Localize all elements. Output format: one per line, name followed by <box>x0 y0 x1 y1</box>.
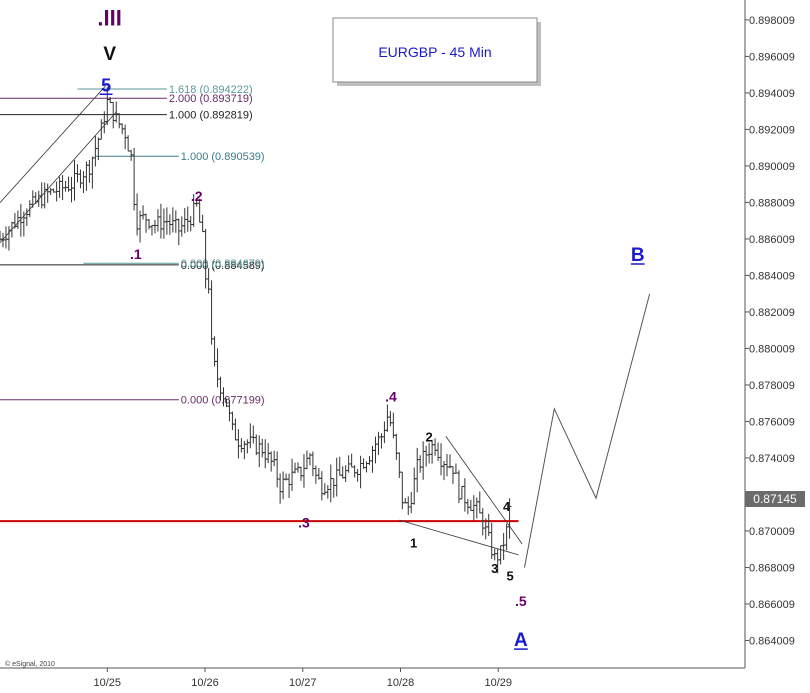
wave-label: .4 <box>385 389 397 405</box>
fibonacci-levels: 1.618 (0.894222)2.000 (0.893719) 1.000 (0… <box>0 84 265 407</box>
channel-line <box>0 83 108 203</box>
y-tick-label: 0.894009 <box>749 88 795 100</box>
fib-label: 0.000 (0.884589) <box>181 260 265 272</box>
current-price-label: 0.87145 <box>753 492 797 506</box>
chart-title: EURGBP - 45 Min <box>378 44 491 60</box>
wave-label: 3 <box>491 561 498 576</box>
wave-label: 5 <box>507 568 514 583</box>
y-tick-label: 0.880009 <box>749 343 795 355</box>
x-tick-label: 10/28 <box>387 677 415 689</box>
y-tick-label: 0.898009 <box>749 15 795 27</box>
y-tick-label: 0.886009 <box>749 234 795 246</box>
fib-label: 1.618 (0.894222) <box>169 84 253 96</box>
channel-line <box>0 111 118 244</box>
wave-label: .3 <box>298 514 310 530</box>
wave-label: 2 <box>426 430 433 445</box>
x-axis: 10/25 10/26 10/27 10/28 10/29 <box>94 668 512 689</box>
x-tick-label: 10/29 <box>484 677 512 689</box>
fib-label: 0.000 (0.877199) <box>181 395 265 407</box>
y-tick-label: 0.868009 <box>749 562 795 574</box>
y-tick-label: 0.888009 <box>749 197 795 209</box>
wave-label: 4 <box>503 499 511 514</box>
wave-label: 5 <box>101 75 111 95</box>
channel-line <box>399 519 519 556</box>
projection-path <box>523 293 651 568</box>
y-tick-label: 0.878009 <box>749 380 795 392</box>
wave-label: .2 <box>191 188 203 204</box>
title-box-frame <box>332 17 538 83</box>
fib-label: 2.000 (0.893719) <box>169 93 253 105</box>
x-tick-label: 10/27 <box>289 677 317 689</box>
copyright-text: © eSignal, 2010 <box>5 660 55 668</box>
wave-label: B <box>631 245 645 266</box>
fib-label: 1.000 (0.890539) <box>181 151 265 163</box>
fib-label: 1.000 (0.892819) <box>169 110 253 122</box>
fib-label: 0.000 (0.884679) <box>181 258 265 270</box>
x-tick-label: 10/25 <box>94 677 122 689</box>
y-tick-label: 0.864009 <box>749 635 795 647</box>
current-price-badge: 0.87145 <box>745 491 805 507</box>
y-tick-label: 0.870009 <box>749 526 795 538</box>
price-badge-bg <box>745 491 805 507</box>
y-tick-label: 0.896009 <box>749 51 795 63</box>
wave-label: V <box>103 44 116 65</box>
projection-line <box>523 293 651 568</box>
wave-label: A <box>514 630 528 651</box>
y-tick-label: 0.866009 <box>749 599 795 611</box>
y-tick-label: 0.884009 <box>749 270 795 282</box>
y-tick-label: 0.890009 <box>749 161 795 173</box>
ohlc-bars <box>0 86 512 574</box>
y-tick-label: 0.882009 <box>749 307 795 319</box>
y-tick-label: 0.892009 <box>749 124 795 136</box>
y-axis: 0.898009 0.896009 0.894009 0.892009 0.890009… <box>745 15 795 647</box>
wave-label: .5 <box>515 593 527 609</box>
y-tick-label: 0.874009 <box>749 453 795 465</box>
wave-label: .III <box>97 6 121 31</box>
y-tick-label: 0.876009 <box>749 416 795 428</box>
wave-label: 1 <box>410 536 417 551</box>
x-tick-label: 10/26 <box>191 677 219 689</box>
title-box: EURGBP - 45 Min <box>332 17 541 86</box>
wave-label: .1 <box>130 246 142 262</box>
